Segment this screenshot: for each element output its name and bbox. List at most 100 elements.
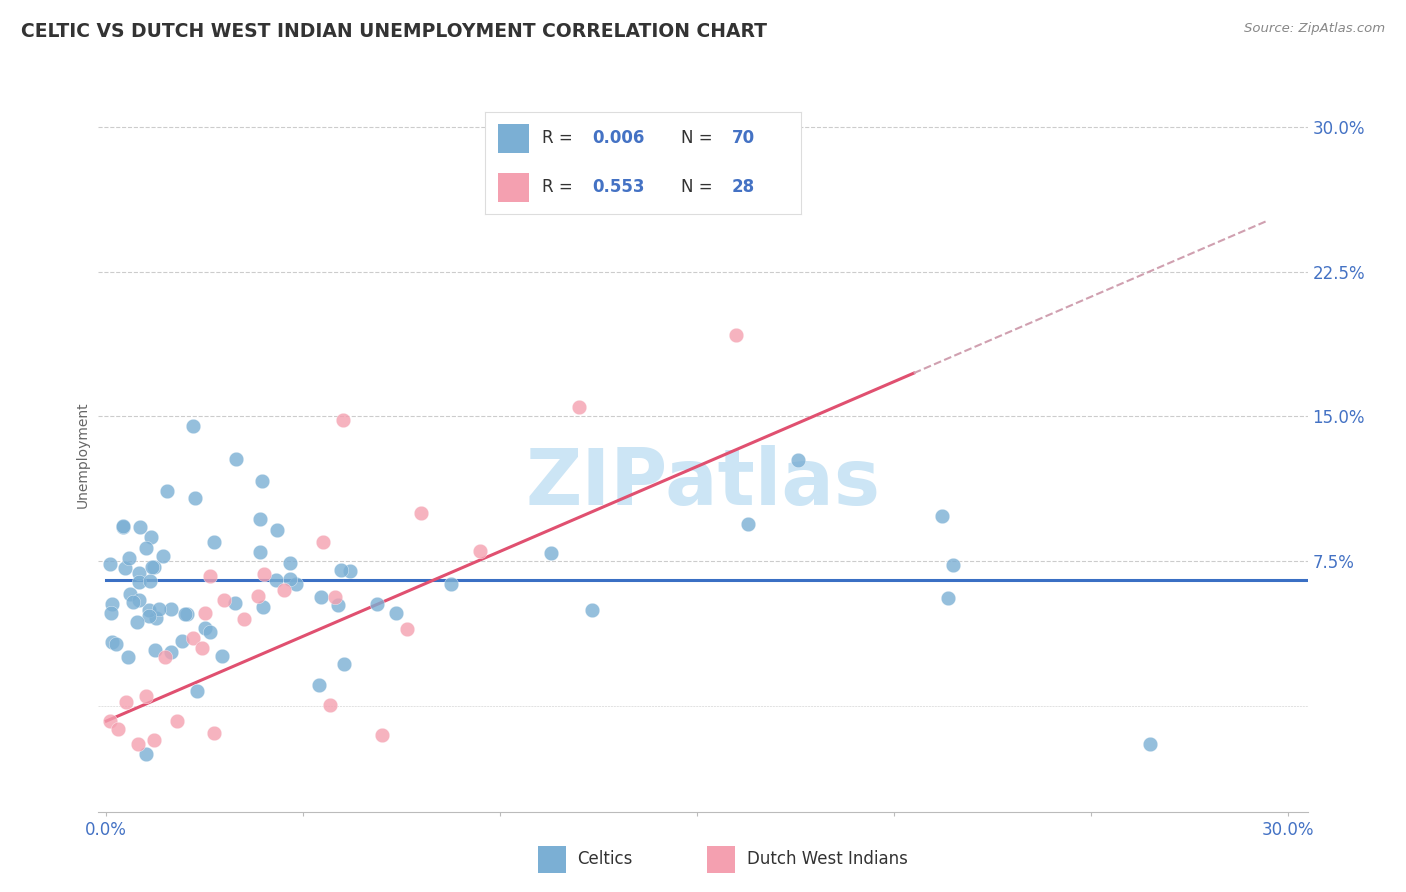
Point xyxy=(98,714,121,728)
Point xyxy=(330,563,353,577)
Point xyxy=(191,641,214,656)
Point xyxy=(194,606,217,620)
Point xyxy=(160,645,183,659)
Point xyxy=(173,607,195,621)
Point xyxy=(118,550,141,565)
Point xyxy=(250,474,273,488)
Point xyxy=(100,635,122,649)
Point xyxy=(141,560,163,574)
Point xyxy=(115,695,138,709)
Point xyxy=(128,593,150,607)
Text: 28: 28 xyxy=(731,178,755,196)
Point xyxy=(145,643,167,657)
Point xyxy=(107,722,129,736)
Point xyxy=(253,567,276,582)
Point xyxy=(176,607,198,621)
Point xyxy=(143,560,166,574)
Point xyxy=(395,622,418,636)
Point xyxy=(737,517,759,532)
Text: CELTIC VS DUTCH WEST INDIAN UNEMPLOYMENT CORRELATION CHART: CELTIC VS DUTCH WEST INDIAN UNEMPLOYMENT… xyxy=(21,22,768,41)
Bar xyxy=(707,847,735,873)
Point xyxy=(233,612,256,626)
Point xyxy=(326,598,349,612)
Point xyxy=(581,603,603,617)
Point xyxy=(98,557,121,571)
Point xyxy=(135,689,157,703)
Point xyxy=(184,491,207,505)
Point xyxy=(332,413,354,427)
Point xyxy=(266,573,288,587)
Point xyxy=(931,508,953,523)
Point xyxy=(186,684,208,698)
Point xyxy=(139,574,162,588)
Point xyxy=(278,572,301,586)
Point xyxy=(309,590,332,604)
Point xyxy=(155,483,177,498)
Point xyxy=(249,545,271,559)
Point xyxy=(145,611,167,625)
Point xyxy=(411,506,433,520)
Point xyxy=(181,631,204,645)
Point xyxy=(138,609,160,624)
Point xyxy=(138,603,160,617)
Point xyxy=(127,615,149,630)
Text: 0.553: 0.553 xyxy=(592,178,645,196)
Point xyxy=(540,546,562,560)
Y-axis label: Unemployment: Unemployment xyxy=(76,401,90,508)
Point xyxy=(725,328,748,343)
Point xyxy=(117,650,139,665)
Text: 70: 70 xyxy=(731,129,755,147)
Point xyxy=(128,574,150,589)
Point xyxy=(214,592,236,607)
Point xyxy=(152,549,174,564)
Point xyxy=(211,649,233,664)
Point xyxy=(384,606,406,620)
Point xyxy=(135,541,157,555)
Point xyxy=(942,558,965,573)
Point xyxy=(224,596,246,610)
Text: R =: R = xyxy=(541,129,578,147)
Text: Source: ZipAtlas.com: Source: ZipAtlas.com xyxy=(1244,22,1385,36)
Point xyxy=(166,714,188,728)
Point xyxy=(105,637,128,651)
Point xyxy=(135,747,157,761)
Bar xyxy=(538,847,565,873)
Point xyxy=(312,534,335,549)
Point xyxy=(114,561,136,575)
Point xyxy=(308,678,330,692)
Point xyxy=(202,725,225,739)
Point xyxy=(194,621,217,635)
Text: ZIPatlas: ZIPatlas xyxy=(526,445,880,522)
Point xyxy=(127,737,149,751)
Point xyxy=(366,598,388,612)
Point xyxy=(202,535,225,549)
Text: Dutch West Indians: Dutch West Indians xyxy=(747,849,908,868)
Point xyxy=(319,698,342,713)
Point xyxy=(101,597,124,611)
Point xyxy=(148,602,170,616)
Point xyxy=(198,569,221,583)
Point xyxy=(160,602,183,616)
Point xyxy=(936,591,959,606)
Point xyxy=(470,544,492,558)
Point xyxy=(323,590,346,604)
Point xyxy=(122,595,145,609)
Point xyxy=(249,512,271,526)
Text: 0.006: 0.006 xyxy=(592,129,645,147)
Bar xyxy=(498,173,529,202)
Text: N =: N = xyxy=(681,178,718,196)
Point xyxy=(273,582,295,597)
Point xyxy=(181,419,204,434)
Point xyxy=(120,587,142,601)
Point xyxy=(129,520,152,534)
Point xyxy=(252,599,274,614)
Point xyxy=(787,453,810,467)
Point xyxy=(225,451,247,466)
Point xyxy=(142,733,165,747)
Point xyxy=(266,523,288,537)
Point xyxy=(100,606,122,620)
Point xyxy=(371,728,394,742)
Point xyxy=(198,625,221,640)
Point xyxy=(139,530,162,544)
Point xyxy=(128,566,150,581)
